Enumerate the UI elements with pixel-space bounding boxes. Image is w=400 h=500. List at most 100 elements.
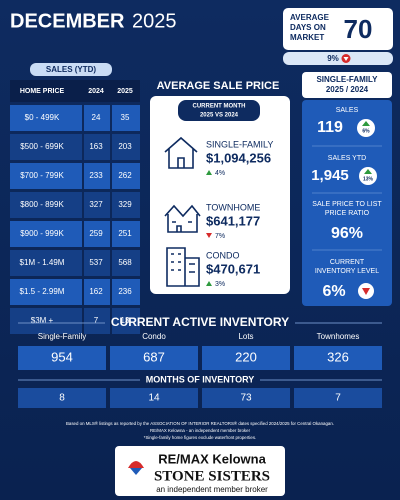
sf-change: 6% [362,128,370,134]
inventory-value: 954 [51,349,73,364]
sf-label: SALES YTD [328,155,366,162]
table-value: 329 [118,200,132,209]
table-label: $800 - 899K [20,200,64,209]
up-icon [359,167,377,185]
table-value: 203 [118,142,132,151]
row-cell [112,221,140,247]
row-cell [84,192,110,218]
sf-label: SALE PRICE TO LIST [312,201,382,208]
asp-card [150,96,290,294]
dom-label: DAYS ON [290,23,326,32]
dom-change-pill [283,52,393,65]
sf-value: 6% [322,283,345,300]
inventory-cell [202,346,290,370]
sf-label: INVENTORY LEVEL [315,268,379,275]
asp-change: 7% [215,233,225,240]
table-label: $900 - 999K [20,229,64,238]
table-value: 13 [121,316,130,325]
row-cell [112,308,140,334]
balloon-base [130,468,142,475]
table-value: 162 [89,287,103,296]
asp-price: $470,671 [206,261,260,276]
logo-tagline: an independent member broker [156,485,268,494]
row-cell [112,279,140,305]
table-value: 233 [89,171,103,180]
table-value: 537 [89,258,103,267]
sales-ytd-pill [30,63,112,76]
sf-value: 119 [317,119,343,136]
footnote: Based on MLS® listings as reported by th… [66,421,334,426]
asp-change: 4% [215,170,225,177]
sf-change: 13% [363,176,374,182]
table-label: $1.5 - 2.99M [20,287,65,296]
table-value: 251 [118,229,132,238]
table-label: $700 - 799K [20,171,64,180]
table-label: $500 - 699K [20,142,64,151]
row-cell [112,134,140,160]
dom-change: 9% [327,54,339,63]
down-arrow [343,57,349,61]
months-value: 8 [59,393,65,404]
asp-price: $1,094,256 [206,150,271,165]
row-label-cell [10,105,82,131]
up-icon [357,119,375,137]
inventory-cell [110,346,198,370]
down-arrow [362,288,370,295]
sf-title: SINGLE-FAMILY [316,75,378,84]
table-header-cell: HOME PRICE [20,88,65,95]
inventory-cell [294,346,382,370]
asp-change: 3% [215,281,225,288]
table-header-cell: 2025 [117,88,133,95]
table-value: 236 [118,287,132,296]
sf-label: CURRENT [330,259,365,266]
asp-price: $641,177 [206,213,260,228]
condo-icon [166,247,200,287]
sf-label: PRICE RATIO [325,210,370,217]
row-label-cell [10,221,82,247]
months-cell [110,388,198,408]
asp-label: TOWNHOME [206,202,260,212]
months-value: 7 [335,393,341,404]
row-cell [84,279,110,305]
up-arrow [364,169,372,174]
asp-items: SINGLE-FAMILY$1,094,256 4% TOWNHOME$641,17… [206,139,273,288]
month: DECEMBER [10,10,125,32]
asp-label: CONDO [206,250,240,260]
row-cell [84,250,110,276]
table-header-cell: 2024 [88,88,104,95]
inventory-category: Single-Family [38,332,86,341]
asp-label: SINGLE-FAMILY [206,139,273,149]
row-cell [112,105,140,131]
asp-badge-text: CURRENT MONTH [193,104,246,110]
footnote: RE/MAX Kelowna - an independent member b… [150,428,251,433]
table-value: 259 [89,229,103,238]
table-header [10,80,140,102]
row-label-cell [10,163,82,189]
table-value: 163 [89,142,103,151]
table-label: $1M - 1.49M [20,258,65,267]
asp-badge-text: 2025 VS 2024 [200,113,239,119]
sf-value: 96% [331,225,363,242]
sf-label: SALES [336,107,359,114]
row-cell [84,308,110,334]
up-arrow [206,170,212,175]
townhome-icon [164,204,201,233]
sf-panel [302,100,392,306]
logo-brand: RE/MAX Kelowna [158,451,266,466]
logo-box [115,446,285,496]
table-value: 7 [94,316,99,325]
table-value: 24 [92,113,101,122]
months-cell [202,388,290,408]
inventory-value: 326 [327,349,349,364]
asp-badge [178,100,260,121]
table-value: 262 [118,171,132,180]
inventory: Single-Family 954 8 Condo 687 14 Lots 220 73 Town… [18,332,382,408]
row-cell [112,250,140,276]
row-cell [112,192,140,218]
months-cell [294,388,382,408]
table-label: $0 - 499K [25,113,60,122]
row-cell [84,105,110,131]
table-value: 35 [121,113,130,122]
months-value: 14 [148,393,160,404]
